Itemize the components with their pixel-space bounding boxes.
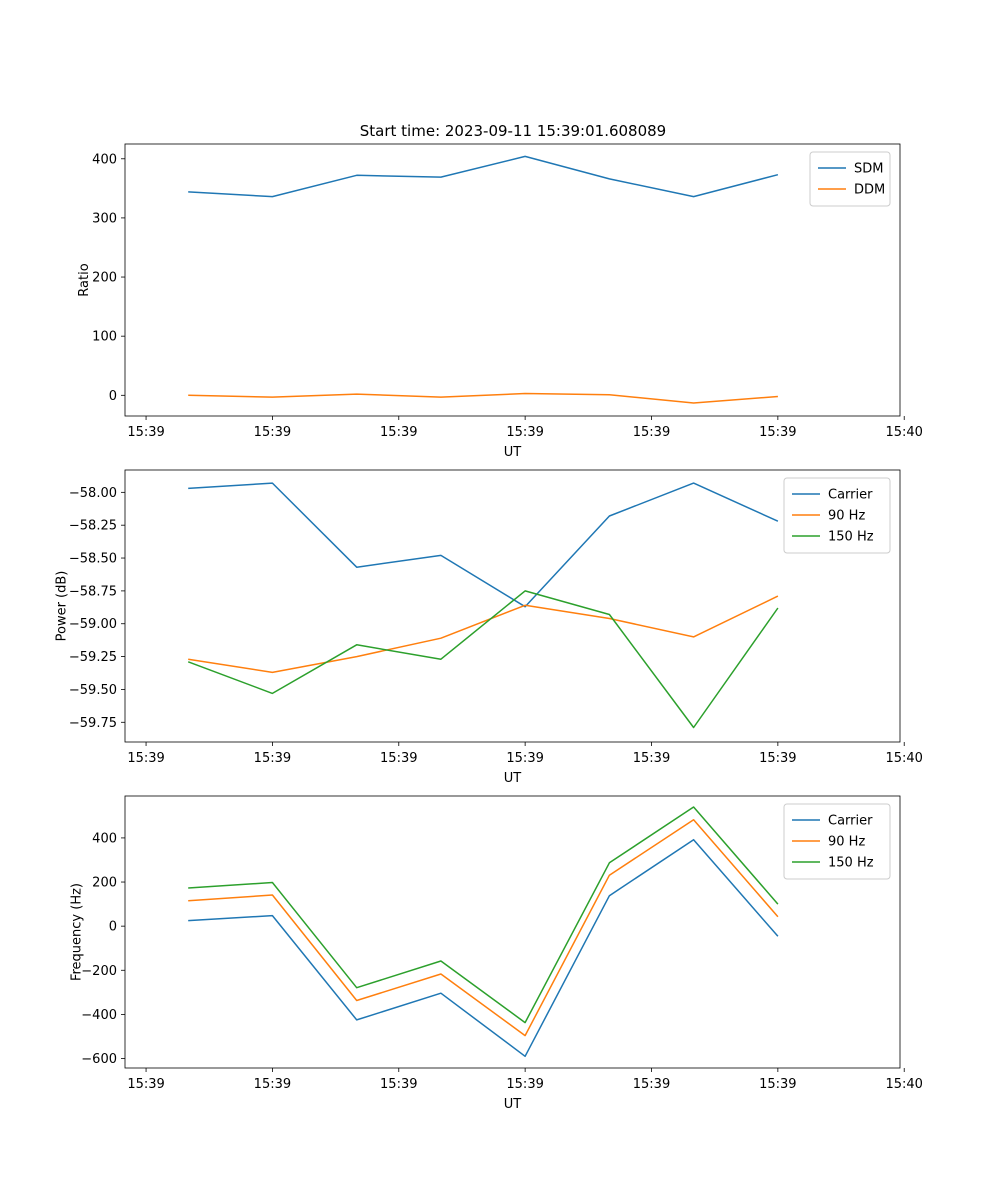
legend-label: DDM bbox=[854, 183, 885, 198]
x-tick-label: 15:40 bbox=[885, 751, 922, 766]
legend-label: 90 Hz bbox=[828, 509, 865, 524]
x-tick-label: 15:39 bbox=[506, 751, 543, 766]
y-tick-label: 400 bbox=[92, 152, 117, 167]
legend-label: 150 Hz bbox=[828, 856, 874, 871]
legend: Carrier 90 Hz 150 Hz bbox=[783, 477, 891, 554]
y-tick-label: −59.75 bbox=[69, 716, 117, 731]
y-tick-label: −59.50 bbox=[69, 683, 117, 698]
x-tick-label: 15:39 bbox=[759, 425, 796, 440]
legend-box bbox=[783, 477, 891, 554]
series-line-150-hz bbox=[188, 806, 779, 1024]
y-tick-label: 0 bbox=[109, 389, 117, 404]
y-tick-label: 200 bbox=[92, 876, 117, 891]
y-tick-label: −58.00 bbox=[69, 486, 117, 501]
x-tick-label: 15:39 bbox=[759, 751, 796, 766]
figure-title: Start time: 2023-09-11 15:39:01.608089 bbox=[360, 122, 666, 140]
y-tick-label: 0 bbox=[109, 920, 117, 935]
x-tick-label: 15:40 bbox=[885, 1077, 922, 1092]
legend-label: 150 Hz bbox=[828, 530, 874, 545]
x-tick-label: 15:39 bbox=[380, 751, 417, 766]
axes-frame bbox=[124, 795, 901, 1069]
x-tick-label: 15:39 bbox=[254, 1077, 291, 1092]
y-tick-label: −59.00 bbox=[69, 617, 117, 632]
y-tick-label: −59.25 bbox=[69, 650, 117, 665]
x-tick-label: 15:39 bbox=[380, 1077, 417, 1092]
y-tick-label: 100 bbox=[92, 330, 117, 345]
series-line-150-hz bbox=[187, 590, 779, 729]
x-tick-label: 15:39 bbox=[127, 425, 164, 440]
subplot-3: 15:39 15:39 15:39 15:39 15:39 15:39 15:40 UT 400… bbox=[70, 795, 923, 1112]
legend-label: 90 Hz bbox=[828, 835, 865, 850]
axes-frame bbox=[124, 469, 901, 743]
x-axis-label: UT bbox=[504, 771, 522, 786]
legend: SDM DDM bbox=[809, 151, 891, 207]
x-tick-label: 15:39 bbox=[127, 751, 164, 766]
subplot-1: 15:39 15:39 15:39 15:39 15:39 15:39 15:40 UT 0 10… bbox=[77, 143, 923, 460]
series-line-carrier bbox=[188, 838, 779, 1058]
y-axis-label: Power (dB) bbox=[54, 571, 69, 642]
x-tick-label: 15:39 bbox=[633, 425, 670, 440]
y-axis-label: Ratio bbox=[77, 263, 92, 296]
series-line-sdm bbox=[188, 155, 779, 198]
x-axis-label: UT bbox=[504, 445, 522, 460]
y-axis-label: Frequency (Hz) bbox=[70, 883, 85, 981]
x-tick-label: 15:39 bbox=[127, 1077, 164, 1092]
x-tick-label: 15:39 bbox=[506, 425, 543, 440]
y-tick-label: −58.75 bbox=[69, 584, 117, 599]
y-tick-label: −58.50 bbox=[69, 552, 117, 567]
y-tick-label: −400 bbox=[81, 1008, 117, 1023]
x-tick-label: 15:39 bbox=[506, 1077, 543, 1092]
series-line-90-hz bbox=[188, 819, 779, 1037]
x-axis-label: UT bbox=[504, 1097, 522, 1112]
legend-label: Carrier bbox=[828, 814, 873, 829]
legend-label: SDM bbox=[854, 162, 883, 177]
x-tick-label: 15:40 bbox=[885, 425, 922, 440]
y-tick-label: 200 bbox=[92, 271, 117, 286]
y-tick-label: −600 bbox=[81, 1052, 117, 1067]
legend-box bbox=[783, 803, 891, 880]
series-line-90-hz bbox=[188, 595, 779, 674]
series-line-carrier bbox=[188, 482, 779, 608]
x-tick-label: 15:39 bbox=[380, 425, 417, 440]
x-tick-label: 15:39 bbox=[759, 1077, 796, 1092]
x-tick-label: 15:39 bbox=[633, 1077, 670, 1092]
series-line-ddm bbox=[188, 392, 778, 404]
subplot-2: 15:39 15:39 15:39 15:39 15:39 15:39 15:40 UT −58… bbox=[54, 469, 923, 786]
y-tick-label: 400 bbox=[92, 831, 117, 846]
y-tick-label: 300 bbox=[92, 211, 117, 226]
y-tick-label: −200 bbox=[81, 964, 117, 979]
legend: Carrier 90 Hz 150 Hz bbox=[783, 803, 891, 880]
legend-label: Carrier bbox=[828, 488, 873, 503]
legend-box bbox=[809, 151, 891, 207]
x-tick-label: 15:39 bbox=[254, 425, 291, 440]
x-tick-label: 15:39 bbox=[633, 751, 670, 766]
y-tick-label: −58.25 bbox=[69, 519, 117, 534]
axes-frame bbox=[124, 143, 901, 417]
x-tick-label: 15:39 bbox=[254, 751, 291, 766]
